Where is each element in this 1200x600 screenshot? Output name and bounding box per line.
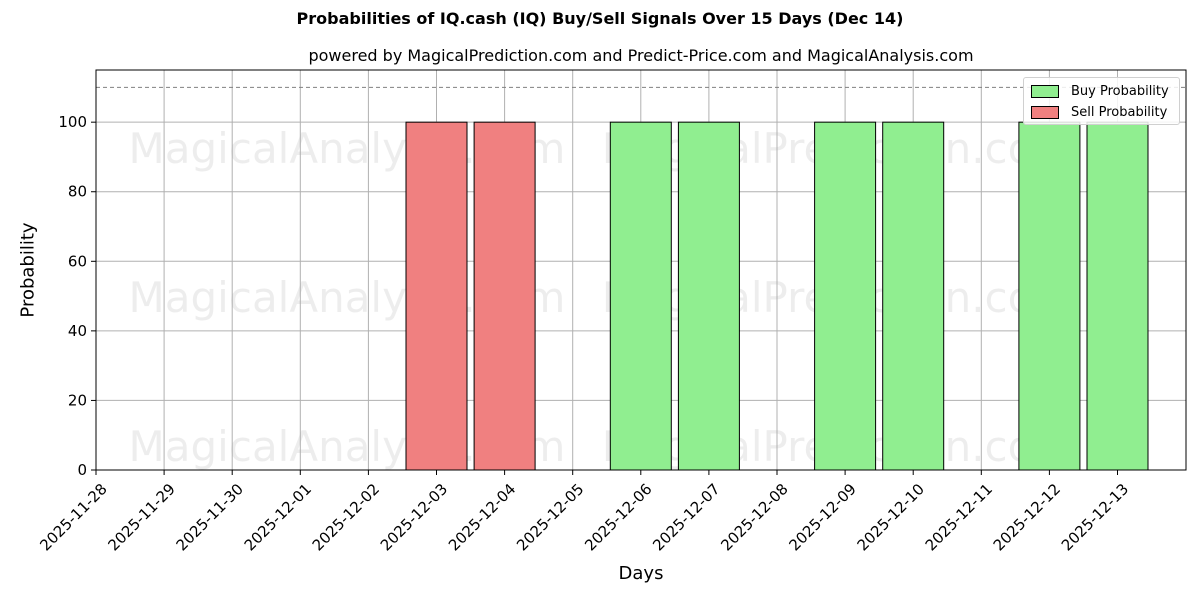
x-tick-label: 2025-12-09 <box>785 480 859 554</box>
buy-bar <box>1086 121 1149 471</box>
chart-subtitle: powered by MagicalPrediction.com and Pre… <box>308 46 974 65</box>
chart-title: Probabilities of IQ.cash (IQ) Buy/Sell S… <box>296 9 904 28</box>
legend-sell-label: Sell Probability <box>1071 104 1168 120</box>
x-tick-label: 2025-12-02 <box>309 480 383 554</box>
y-axis-label: Probability <box>17 222 39 318</box>
x-tick-label: 2025-12-11 <box>922 480 996 554</box>
x-tick-label: 2025-12-05 <box>513 480 587 554</box>
y-tick-label: 0 <box>77 461 87 479</box>
x-tick-label: 2025-12-06 <box>581 480 655 554</box>
x-tick-label: 2025-12-01 <box>241 480 315 554</box>
buy-bar <box>609 121 672 471</box>
legend-item-sell: Sell Probability <box>1031 104 1167 120</box>
x-axis-label: Days <box>618 563 664 584</box>
x-tick-label: 2025-12-13 <box>1058 480 1132 554</box>
x-tick-label: 2025-12-03 <box>377 480 451 554</box>
y-tick-label: 80 <box>68 183 87 201</box>
legend-item-buy: Buy Probability <box>1031 83 1169 99</box>
x-tick-label: 2025-11-28 <box>36 480 110 554</box>
x-axis-ticks: 2025-11-282025-11-292025-11-302025-12-01… <box>36 470 1132 554</box>
y-tick-label: 100 <box>58 113 87 131</box>
buy-bar <box>1018 121 1081 471</box>
buy-bar <box>814 121 877 471</box>
y-axis-ticks: 0 20 40 60 80 100 <box>58 113 96 479</box>
y-tick-label: 40 <box>68 322 87 340</box>
buy-bar <box>882 121 945 471</box>
sell-swatch-icon <box>1031 105 1059 119</box>
bars <box>405 121 1149 471</box>
x-tick-label: 2025-12-04 <box>445 480 519 554</box>
sell-bar <box>473 121 536 471</box>
buy-bar <box>677 121 740 471</box>
x-tick-label: 2025-12-08 <box>717 480 791 554</box>
buy-swatch-icon <box>1031 84 1059 98</box>
sell-bar <box>405 121 468 471</box>
x-tick-label: 2025-12-12 <box>990 480 1064 554</box>
legend: Buy Probability Sell Probability <box>1023 77 1180 125</box>
y-tick-label: 20 <box>68 391 87 409</box>
legend-buy-label: Buy Probability <box>1071 83 1169 99</box>
x-tick-label: 2025-11-30 <box>173 480 247 554</box>
x-tick-label: 2025-11-29 <box>104 480 178 554</box>
x-tick-label: 2025-12-10 <box>854 480 928 554</box>
y-tick-label: 60 <box>68 252 87 270</box>
x-tick-label: 2025-12-07 <box>649 480 723 554</box>
